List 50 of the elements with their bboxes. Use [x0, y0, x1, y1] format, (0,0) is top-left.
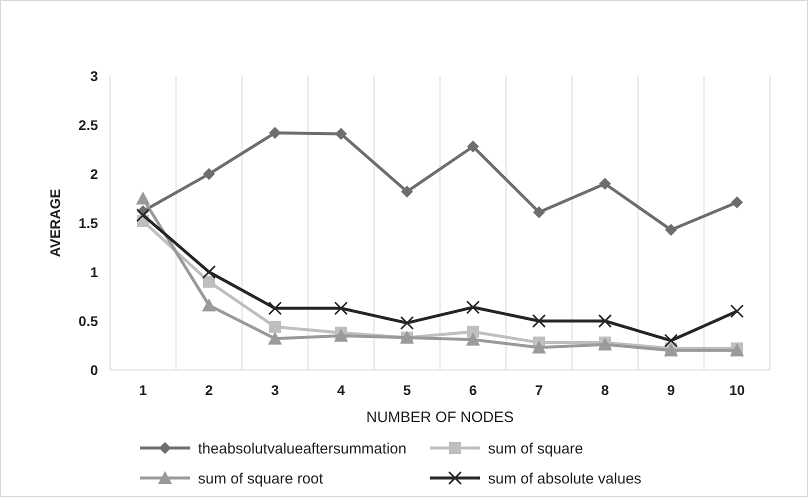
- point: [533, 206, 545, 218]
- legend-label: sum of square: [488, 440, 584, 458]
- legend-label: sum of square root: [198, 470, 324, 488]
- y-axis-title: AVERAGE: [47, 188, 63, 258]
- legend-label: sum of absolute values: [488, 470, 642, 488]
- x-tick-label: 6: [469, 382, 478, 398]
- point: [466, 300, 480, 314]
- point: [268, 332, 282, 345]
- point: [532, 340, 546, 354]
- y-tick-label: 3: [90, 68, 98, 84]
- x-axis-title: NUMBER OF NODES: [366, 409, 514, 426]
- point: [203, 276, 215, 288]
- point: [203, 168, 215, 180]
- point: [269, 320, 281, 333]
- x-tick-label: 5: [403, 382, 412, 398]
- y-tick-label: 0.5: [78, 312, 98, 329]
- point: [730, 304, 744, 318]
- x-tick-label: 10: [729, 382, 745, 398]
- point: [202, 265, 216, 279]
- y-tick-label: 1: [90, 264, 98, 280]
- point: [401, 186, 413, 198]
- point: [335, 128, 347, 140]
- point: [334, 301, 348, 316]
- point: [202, 298, 216, 312]
- y-tick-label: 0: [90, 362, 98, 378]
- point: [400, 316, 414, 330]
- point: [731, 196, 743, 208]
- point: [136, 192, 150, 204]
- point: [269, 126, 281, 139]
- point: [268, 301, 282, 316]
- x-tick-label: 4: [337, 382, 346, 398]
- y-tick-label: 1.5: [78, 214, 98, 231]
- point: [136, 208, 150, 222]
- x-tick-label: 8: [601, 382, 610, 398]
- y-tick-label: 2: [90, 166, 98, 182]
- point: [466, 332, 480, 346]
- point: [599, 178, 611, 190]
- point: [467, 140, 479, 153]
- x-tick-label: 3: [271, 382, 280, 398]
- legend-label: theabsolutvalueaftersummation: [198, 440, 406, 458]
- x-tick-label: 1: [139, 382, 148, 398]
- x-tick-label: 7: [535, 382, 544, 398]
- x-tick-label: 9: [667, 382, 676, 398]
- point: [532, 314, 546, 328]
- x-tick-label: 2: [205, 382, 214, 398]
- point: [664, 334, 678, 348]
- y-tick-label: 2.5: [78, 116, 98, 133]
- point: [665, 224, 677, 236]
- point: [598, 314, 612, 328]
- point: [334, 328, 348, 342]
